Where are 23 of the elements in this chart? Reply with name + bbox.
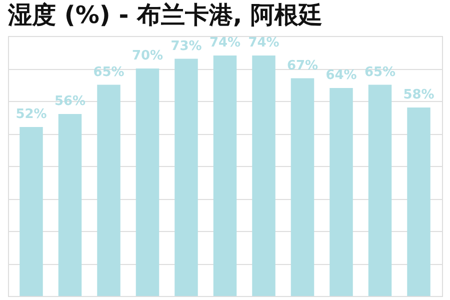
bar (252, 56, 276, 296)
data-label: 67% (286, 58, 318, 74)
data-label: 58% (403, 88, 434, 102)
data-label: 74% (248, 36, 280, 50)
bar (290, 78, 314, 296)
bar (174, 58, 198, 296)
bar (407, 108, 430, 296)
bar (368, 84, 392, 296)
bar (136, 68, 160, 296)
data-label: 64% (326, 68, 357, 83)
data-label: 74% (209, 36, 241, 50)
data-label: 65% (93, 64, 124, 80)
data-label: 52% (16, 107, 47, 122)
data-label: 65% (364, 64, 396, 80)
data-label: 56% (54, 94, 86, 109)
bar (58, 114, 82, 296)
bar (213, 56, 237, 296)
bar (97, 84, 120, 296)
data-label: 73% (170, 38, 202, 54)
bar (330, 88, 353, 296)
data-label: 70% (132, 48, 164, 64)
chart-title: 湿度 (%) - 布兰卡港, 阿根廷 (7, 1, 322, 29)
bar (20, 127, 43, 296)
